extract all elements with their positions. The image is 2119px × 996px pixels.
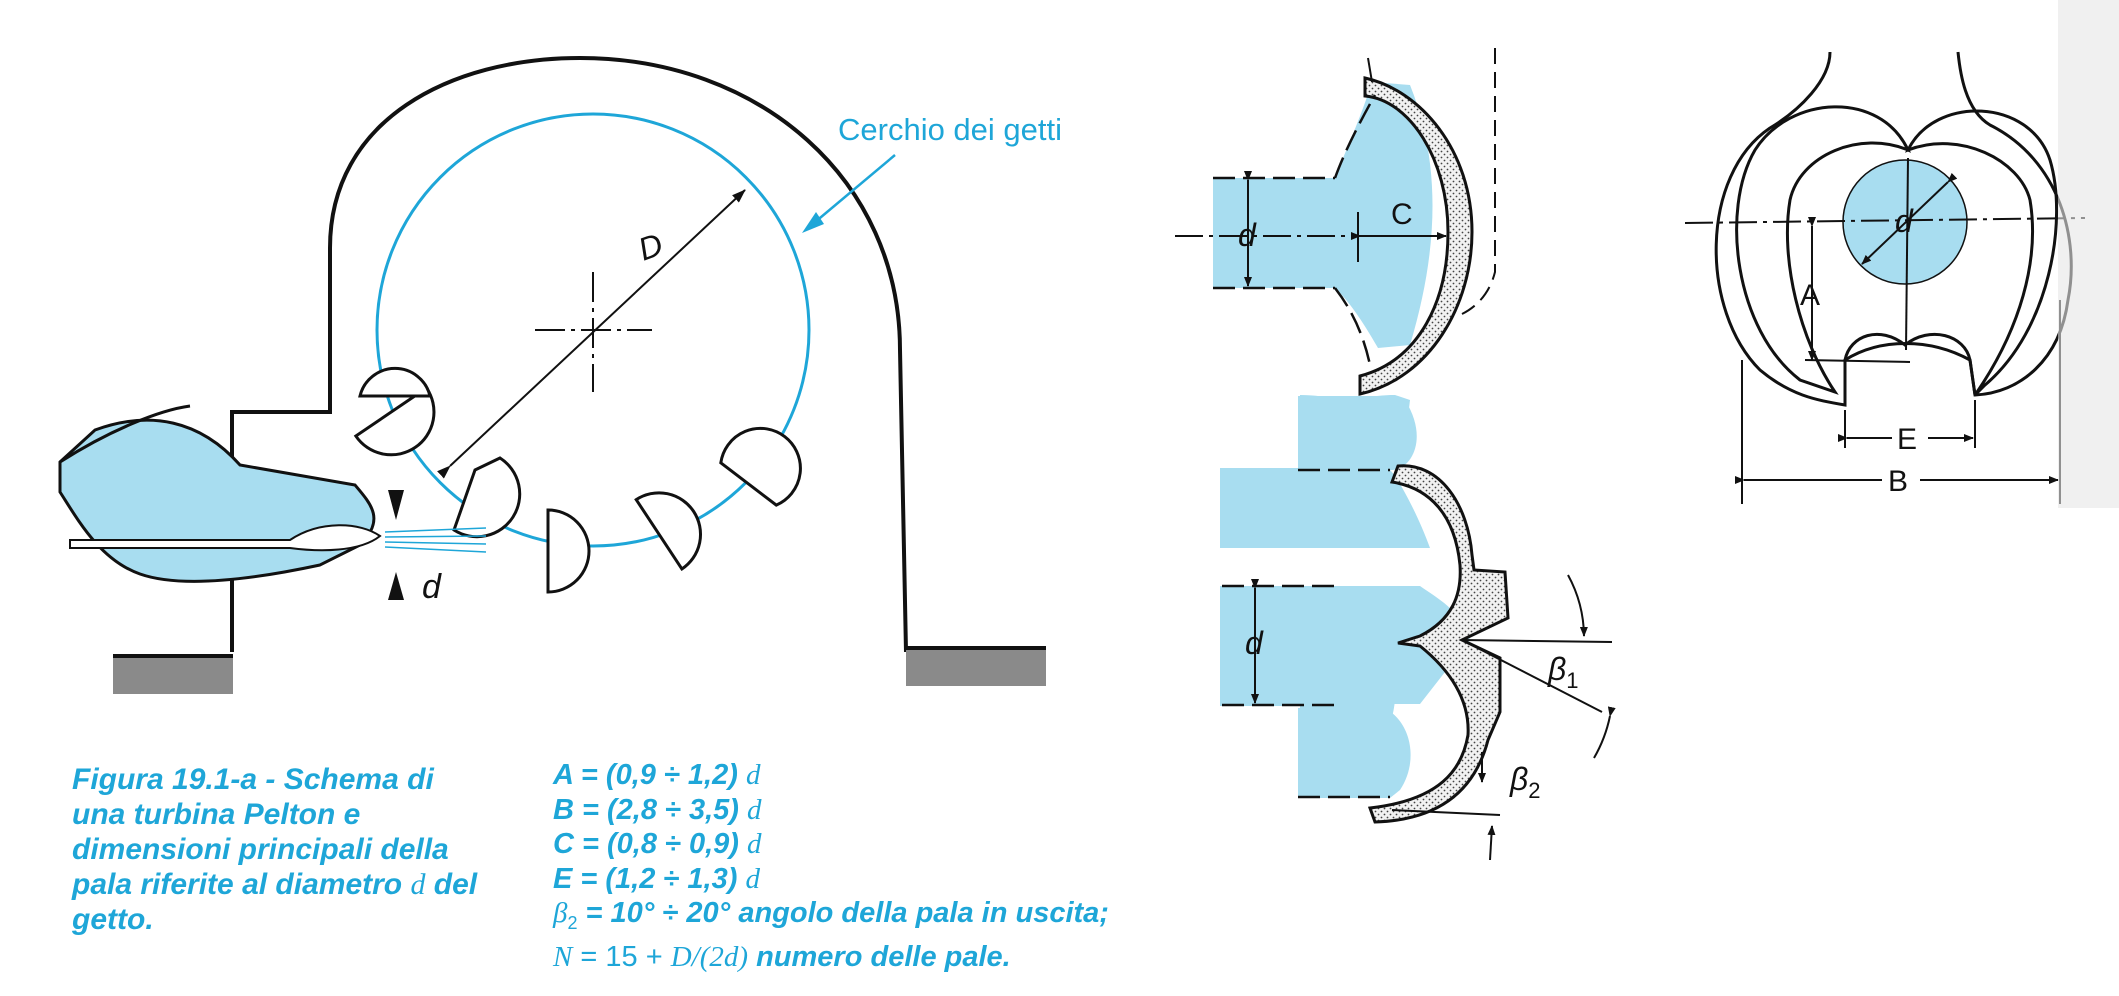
caption-line-4-a: pala riferite al diametro [72,868,411,901]
diameter-D-arrow [437,189,746,479]
side-hub-line [1367,57,1373,83]
section-jet [1220,586,1340,704]
side-jet-water [1213,82,1433,348]
front-right-cup [1904,109,2059,397]
beta1-arc-lower [1593,706,1616,759]
beta1-label: β1 [1547,651,1579,693]
side-bucket-shell [1358,76,1474,396]
beta2-arrow-down [1487,825,1496,861]
beta1-arc [1567,574,1588,637]
formula-beta2-desc: angolo della pala in uscita; [738,897,1109,929]
formula-B: B = (2,8 ÷ 3,5) d [553,793,1109,828]
side-C-label: C [1391,198,1413,231]
jet-circle-leader-arrow [802,212,824,233]
formula-beta2: β2 = 10° ÷ 20° angolo della pala in usci… [553,896,1109,940]
front-E-label: E [1897,423,1917,456]
turbine-scheme: D Cerchio dei getti d [58,55,1062,694]
formula-E: E = (1,2 ÷ 1,3) d [553,862,1109,897]
formula-N-expr: D/(2d) [670,941,749,974]
dimension-formulas: A = (0,9 ÷ 1,2) d B = (2,8 ÷ 3,5) d C = … [553,758,1109,975]
section-outline [1222,468,1390,799]
caption-line-4: pala riferite al diametro d del [72,867,542,902]
front-A-tick [1804,359,1911,363]
front-B-label: B [1888,465,1908,498]
figure-caption: Figura 19.1-a - Schema di una turbina Pe… [72,762,542,937]
jet-d-arrow-top [388,490,404,520]
bucket-2 [452,456,522,539]
diameter-D-label: D [633,226,667,268]
formula-beta2-sym: β [553,897,568,929]
front-E-label-bg [1892,422,1928,454]
page-edge-shadow [2058,0,2119,508]
formula-beta2-sub: 2 [567,912,578,933]
beta1-inclined [1461,639,1603,713]
turbine-casing [230,55,908,653]
buckets [353,366,802,594]
section-d-label: d [1245,625,1264,661]
jet-d-label: d [422,568,442,606]
formula-N-desc: numero delle pale. [748,941,1011,974]
formula-N: N = 15 + D/(2d) numero delle pale. [553,940,1109,975]
front-notch [1843,332,1977,405]
caption-line-4-var: d [410,868,426,901]
bucket-section-view: d β1 β2 [1220,395,1616,861]
jet-d-arrow-bottom [388,572,404,600]
needle-spear [69,524,382,552]
bucket-3 [546,508,591,594]
formula-beta2-rhs: = 10° ÷ 20° [577,897,739,929]
caption-line-5: getto. [72,903,154,936]
penstock-water [58,418,376,583]
bucket-side-view: d C [1175,48,1496,396]
formula-A: A = (0,9 ÷ 1,2) d [553,758,1109,793]
ground-left [113,656,233,694]
front-left-cup [1735,105,1912,395]
front-outer-outline [1714,51,2073,407]
bucket-4 [634,491,703,572]
formula-A-var: d [745,759,761,791]
side-d-label: d [1238,217,1257,253]
section-bucket-shell [1367,464,1510,824]
jet-circle [375,112,811,548]
bucket-5 [719,426,802,507]
formula-N-eq: = 15 + [572,941,671,974]
formula-C: C = (0,8 ÷ 0,9) d [553,827,1109,862]
front-d-arrow [1861,172,1958,265]
front-d-label: d [1895,203,1914,239]
side-jet-outline [1213,94,1377,366]
water-jet [384,527,487,553]
formula-N-sym: N [553,941,573,974]
caption-line-1: Figura 19.1-a - Schema di [72,763,434,796]
caption-line-4-b: del [425,868,478,901]
penstock-wall-top [59,404,191,464]
formula-C-var: d [747,828,762,860]
beta2-label: β2 [1509,761,1541,803]
formula-E-var: d [745,862,760,895]
caption-line-2: una turbina Pelton e [72,798,361,831]
section-lower-flow [1298,708,1411,798]
front-A-label: A [1800,279,1820,312]
formula-E-lhs: E = (1,2 ÷ 1,3) [553,862,746,895]
jet-circle-leader [807,154,896,229]
bucket-1 [353,385,436,457]
beta1-horizontal [1461,639,1613,643]
jet-circle-label: Cerchio dei getti [838,112,1062,147]
bucket-front-view: d A E B [1684,0,2119,508]
formula-C-lhs: C = (0,8 ÷ 0,9) [553,828,748,860]
side-wheel-outline [1461,48,1496,315]
caption-line-3: dimensioni principali della [72,833,449,866]
formula-B-var: d [747,793,762,826]
section-upper-flow [1298,396,1417,470]
beta2-line [1391,809,1501,816]
formula-A-lhs: A = (0,9 ÷ 1,2) [553,759,746,791]
front-B-label-bg [1882,464,1920,496]
ground-right [906,648,1046,686]
bucket-6 [358,366,432,398]
formula-B-lhs: B = (2,8 ÷ 3,5) [553,793,748,826]
